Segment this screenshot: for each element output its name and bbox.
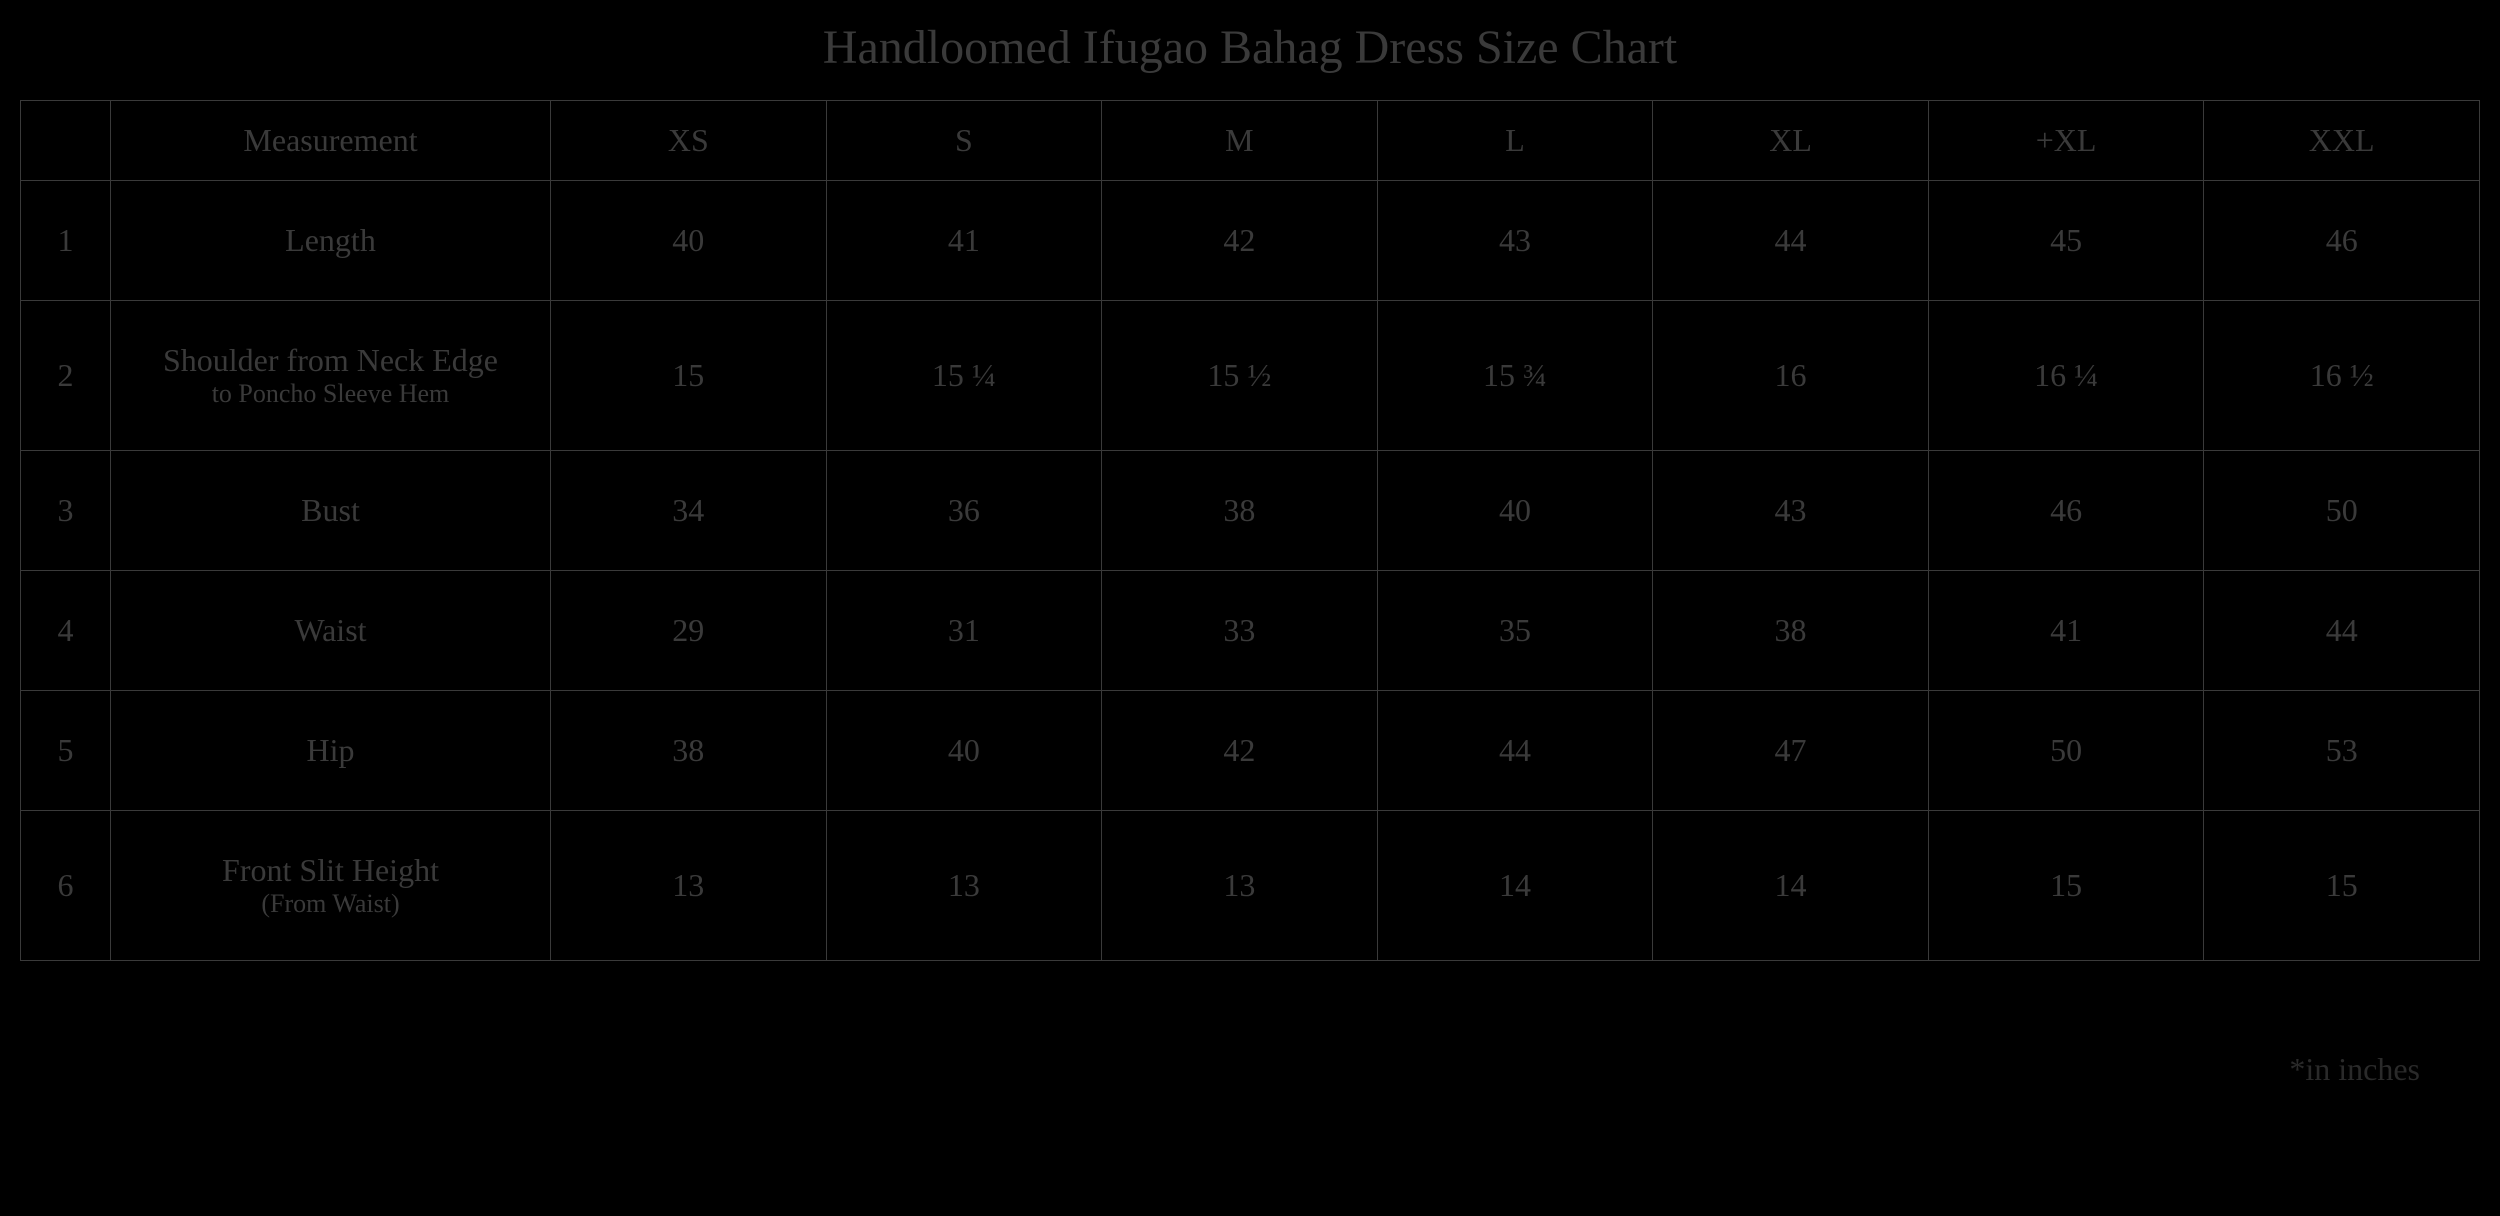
cell-value: 29 <box>551 571 827 691</box>
cell-value: 36 <box>826 451 1102 571</box>
row-num: 3 <box>21 451 111 571</box>
cell-value: 50 <box>1928 691 2204 811</box>
chart-title: Handloomed Ifugao Bahag Dress Size Chart <box>20 20 2480 75</box>
cell-value: 46 <box>1928 451 2204 571</box>
cell-value: 13 <box>1102 811 1378 961</box>
header-xxl: XXL <box>2204 101 2480 181</box>
table-row: 1 Length 40 41 42 43 44 45 46 <box>21 181 2480 301</box>
cell-value: 15 <box>1928 811 2204 961</box>
size-chart-container: Handloomed Ifugao Bahag Dress Size Chart… <box>20 20 2480 1088</box>
cell-value: 15 ¾ <box>1377 301 1653 451</box>
table-row: 6 Front Slit Height (From Waist) 13 13 1… <box>21 811 2480 961</box>
header-l: L <box>1377 101 1653 181</box>
table-header-row: Measurement XS S M L XL +XL XXL <box>21 101 2480 181</box>
measurement-label: Front Slit Height (From Waist) <box>111 811 551 961</box>
cell-value: 38 <box>551 691 827 811</box>
cell-value: 50 <box>2204 451 2480 571</box>
cell-value: 40 <box>1377 451 1653 571</box>
cell-value: 46 <box>2204 181 2480 301</box>
measurement-main: Bust <box>301 492 360 528</box>
table-row: 2 Shoulder from Neck Edge to Poncho Slee… <box>21 301 2480 451</box>
cell-value: 31 <box>826 571 1102 691</box>
cell-value: 34 <box>551 451 827 571</box>
cell-value: 44 <box>1377 691 1653 811</box>
footnote-text: *in inches <box>20 1051 2480 1088</box>
table-body: 1 Length 40 41 42 43 44 45 46 2 Shoulder… <box>21 181 2480 961</box>
table-row: 4 Waist 29 31 33 35 38 41 44 <box>21 571 2480 691</box>
measurement-main: Shoulder from Neck Edge <box>163 342 498 378</box>
header-xl: XL <box>1653 101 1929 181</box>
measurement-sub: (From Waist) <box>131 889 530 919</box>
cell-value: 40 <box>826 691 1102 811</box>
measurement-main: Front Slit Height <box>222 852 439 888</box>
cell-value: 53 <box>2204 691 2480 811</box>
measurement-main: Waist <box>294 612 366 648</box>
cell-value: 42 <box>1102 181 1378 301</box>
cell-value: 44 <box>1653 181 1929 301</box>
cell-value: 14 <box>1653 811 1929 961</box>
measurement-sub: to Poncho Sleeve Hem <box>131 379 530 409</box>
header-plus-xl: +XL <box>1928 101 2204 181</box>
cell-value: 16 <box>1653 301 1929 451</box>
table-row: 5 Hip 38 40 42 44 47 50 53 <box>21 691 2480 811</box>
cell-value: 15 ½ <box>1102 301 1378 451</box>
cell-value: 44 <box>2204 571 2480 691</box>
header-blank <box>21 101 111 181</box>
cell-value: 15 ¼ <box>826 301 1102 451</box>
measurement-label: Hip <box>111 691 551 811</box>
row-num: 5 <box>21 691 111 811</box>
cell-value: 16 ¼ <box>1928 301 2204 451</box>
measurement-label: Shoulder from Neck Edge to Poncho Sleeve… <box>111 301 551 451</box>
cell-value: 13 <box>826 811 1102 961</box>
cell-value: 38 <box>1102 451 1378 571</box>
cell-value: 14 <box>1377 811 1653 961</box>
measurement-label: Length <box>111 181 551 301</box>
cell-value: 45 <box>1928 181 2204 301</box>
row-num: 4 <box>21 571 111 691</box>
size-chart-table: Measurement XS S M L XL +XL XXL 1 Length… <box>20 100 2480 961</box>
header-s: S <box>826 101 1102 181</box>
row-num: 1 <box>21 181 111 301</box>
row-num: 2 <box>21 301 111 451</box>
cell-value: 35 <box>1377 571 1653 691</box>
cell-value: 43 <box>1377 181 1653 301</box>
cell-value: 41 <box>826 181 1102 301</box>
cell-value: 38 <box>1653 571 1929 691</box>
header-xs: XS <box>551 101 827 181</box>
cell-value: 15 <box>551 301 827 451</box>
cell-value: 15 <box>2204 811 2480 961</box>
cell-value: 16 ½ <box>2204 301 2480 451</box>
cell-value: 47 <box>1653 691 1929 811</box>
cell-value: 40 <box>551 181 827 301</box>
table-row: 3 Bust 34 36 38 40 43 46 50 <box>21 451 2480 571</box>
measurement-label: Bust <box>111 451 551 571</box>
header-measurement: Measurement <box>111 101 551 181</box>
measurement-label: Waist <box>111 571 551 691</box>
measurement-main: Hip <box>307 732 355 768</box>
cell-value: 42 <box>1102 691 1378 811</box>
row-num: 6 <box>21 811 111 961</box>
cell-value: 33 <box>1102 571 1378 691</box>
header-m: M <box>1102 101 1378 181</box>
cell-value: 41 <box>1928 571 2204 691</box>
measurement-main: Length <box>285 222 376 258</box>
cell-value: 43 <box>1653 451 1929 571</box>
cell-value: 13 <box>551 811 827 961</box>
